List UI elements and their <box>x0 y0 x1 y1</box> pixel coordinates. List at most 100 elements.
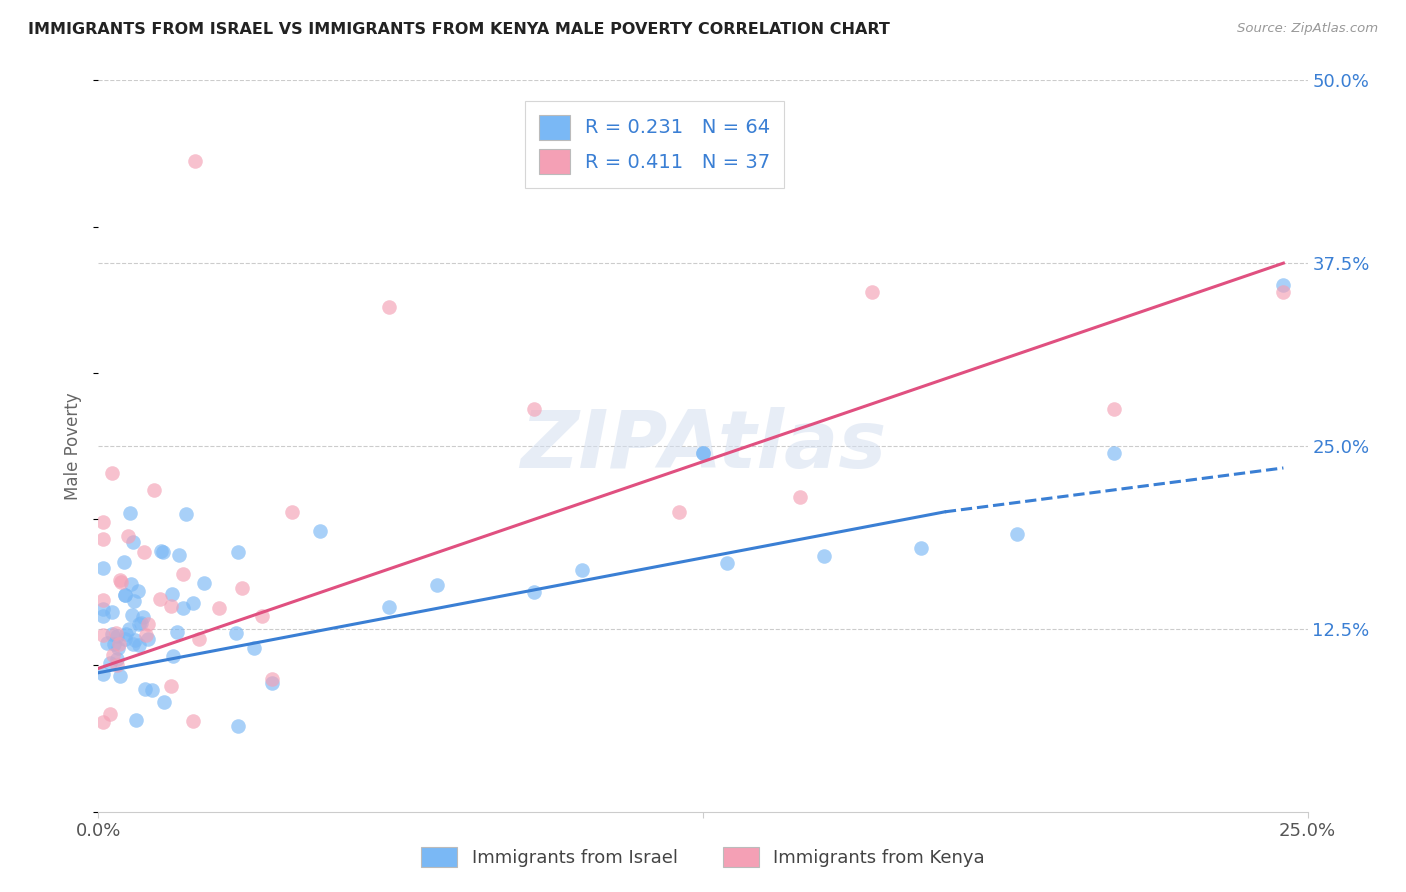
Point <box>91 602 114 616</box>
Point <box>122 594 145 608</box>
Point <box>813 549 835 563</box>
Point <box>187 632 209 646</box>
Point <box>114 632 136 646</box>
Point <box>91 515 114 529</box>
Point <box>142 483 165 497</box>
Point <box>114 588 136 602</box>
Point <box>120 577 142 591</box>
Point <box>131 616 153 631</box>
Point <box>122 637 145 651</box>
Point <box>184 153 207 168</box>
Point <box>132 609 155 624</box>
Point <box>377 599 399 614</box>
Point <box>91 533 114 547</box>
Point <box>101 648 124 662</box>
Point <box>91 609 114 624</box>
Point <box>118 623 141 637</box>
Point <box>103 637 125 651</box>
Point <box>149 591 172 606</box>
Point <box>231 581 253 595</box>
Point <box>98 706 121 721</box>
Point <box>134 682 156 697</box>
Point <box>132 544 155 558</box>
Point <box>193 576 215 591</box>
Point <box>281 505 304 519</box>
Point <box>181 596 204 610</box>
Text: IMMIGRANTS FROM ISRAEL VS IMMIGRANTS FROM KENYA MALE POVERTY CORRELATION CHART: IMMIGRANTS FROM ISRAEL VS IMMIGRANTS FRO… <box>28 22 890 37</box>
Point <box>141 683 163 698</box>
Point <box>128 638 150 652</box>
Point <box>152 545 174 559</box>
Point <box>1007 526 1029 541</box>
Point <box>377 300 399 314</box>
Point <box>208 600 231 615</box>
Legend: R = 0.231   N = 64, R = 0.411   N = 37: R = 0.231 N = 64, R = 0.411 N = 37 <box>524 101 785 188</box>
Point <box>426 578 449 592</box>
Point <box>242 641 264 656</box>
Point <box>104 625 127 640</box>
Point <box>159 679 181 693</box>
Point <box>91 667 114 681</box>
Point <box>160 587 183 601</box>
Point <box>110 669 132 683</box>
Point <box>149 543 172 558</box>
Point <box>91 561 114 575</box>
Point <box>128 616 150 631</box>
Point <box>100 605 122 619</box>
Point <box>523 402 546 417</box>
Point <box>668 505 690 519</box>
Point <box>172 567 194 582</box>
Point <box>160 599 183 613</box>
Point <box>112 556 135 570</box>
Point <box>262 672 284 686</box>
Point <box>135 628 157 642</box>
Y-axis label: Male Poverty: Male Poverty <box>65 392 83 500</box>
Point <box>115 626 138 640</box>
Point <box>1102 402 1125 417</box>
Point <box>226 545 249 559</box>
Point <box>309 524 332 538</box>
Point <box>122 534 145 549</box>
Text: Source: ZipAtlas.com: Source: ZipAtlas.com <box>1237 22 1378 36</box>
Point <box>692 446 714 460</box>
Point <box>910 541 932 556</box>
Point <box>250 609 273 624</box>
Point <box>117 529 139 543</box>
Point <box>125 713 148 727</box>
Point <box>107 640 129 655</box>
Point <box>225 625 247 640</box>
Legend: Immigrants from Israel, Immigrants from Kenya: Immigrants from Israel, Immigrants from … <box>413 839 993 874</box>
Point <box>105 652 128 666</box>
Point <box>136 616 159 631</box>
Point <box>716 556 738 570</box>
Point <box>523 585 546 599</box>
Point <box>96 636 118 650</box>
Point <box>121 608 143 623</box>
Point <box>1272 278 1295 293</box>
Point <box>860 285 883 300</box>
Point <box>114 588 136 602</box>
Point <box>153 695 176 709</box>
Point <box>172 600 194 615</box>
Point <box>136 632 159 646</box>
Point <box>1102 446 1125 460</box>
Point <box>91 628 114 642</box>
Point <box>124 632 146 647</box>
Point <box>174 507 197 521</box>
Point <box>105 629 128 643</box>
Point <box>162 648 184 663</box>
Point <box>91 593 114 607</box>
Point <box>108 574 131 588</box>
Point <box>105 657 128 672</box>
Point <box>127 584 149 599</box>
Point <box>91 715 114 730</box>
Point <box>181 714 204 728</box>
Point <box>108 637 131 651</box>
Point <box>262 675 284 690</box>
Point <box>120 506 142 520</box>
Point <box>789 490 811 504</box>
Point <box>101 627 124 641</box>
Point <box>167 548 190 562</box>
Point <box>1272 285 1295 300</box>
Point <box>226 719 249 733</box>
